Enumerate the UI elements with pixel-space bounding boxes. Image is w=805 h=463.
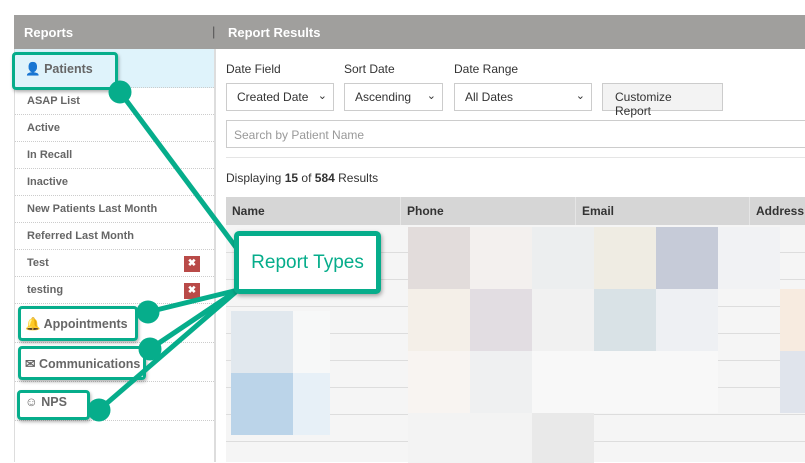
sort-date-select[interactable]: Ascending ⌄ bbox=[344, 83, 443, 111]
header-separator: | bbox=[212, 24, 216, 39]
item-label: Referred Last Month bbox=[27, 230, 134, 242]
delete-icon[interactable]: ✖ bbox=[184, 256, 200, 272]
sidebar-item-referred[interactable]: Referred Last Month bbox=[15, 223, 214, 250]
select-value: Ascending bbox=[355, 90, 412, 104]
blurred-cell bbox=[532, 413, 594, 463]
item-label: In Recall bbox=[27, 149, 73, 161]
blurred-cell bbox=[780, 289, 805, 351]
sidebar-item-test[interactable]: Test ✖ bbox=[15, 250, 214, 277]
highlight-patients bbox=[12, 52, 118, 90]
blurred-cell bbox=[470, 289, 532, 351]
results-count: Displaying 15 of 584 Results bbox=[226, 171, 379, 185]
blurred-cell bbox=[231, 311, 293, 373]
category-label: Patients bbox=[44, 62, 93, 76]
divider bbox=[226, 157, 805, 158]
blurred-cell bbox=[470, 351, 532, 413]
item-label: Active bbox=[27, 122, 61, 134]
report-results-title: Report Results bbox=[228, 25, 321, 40]
sidebar: 👤 Patients ASAP List Active In Recall In… bbox=[14, 49, 215, 462]
blurred-cell bbox=[408, 413, 532, 463]
blurred-cell bbox=[594, 227, 656, 289]
date-range-label: Date Range bbox=[454, 62, 519, 76]
category-label: Communications bbox=[38, 357, 141, 371]
blurred-cell bbox=[231, 373, 293, 435]
connector-dot bbox=[138, 337, 162, 361]
delete-icon[interactable]: ✖ bbox=[184, 283, 200, 299]
connector-line bbox=[117, 90, 241, 252]
user-icon: 👤 bbox=[25, 62, 41, 76]
smile-icon: ☺ bbox=[25, 395, 38, 409]
category-label: Appointments bbox=[43, 317, 128, 331]
blurred-cell bbox=[293, 373, 330, 435]
blurred-cell bbox=[656, 227, 718, 289]
blurred-cell bbox=[780, 351, 805, 413]
column-header-email[interactable]: Email bbox=[576, 197, 750, 225]
item-label: New Patients Last Month bbox=[27, 203, 158, 215]
connector-dot bbox=[87, 398, 111, 422]
sidebar-item-in-recall[interactable]: In Recall bbox=[15, 142, 214, 169]
blurred-cell bbox=[594, 289, 656, 351]
column-header-address[interactable]: Address bbox=[750, 197, 805, 225]
date-field-label: Date Field bbox=[226, 62, 281, 76]
connector-line bbox=[97, 288, 240, 412]
sidebar-category-nps[interactable]: ☺ NPS bbox=[15, 382, 214, 421]
item-label: testing bbox=[27, 284, 64, 296]
highlight-nps bbox=[17, 390, 90, 420]
column-header-name[interactable]: Name bbox=[226, 197, 401, 225]
blurred-cell bbox=[470, 227, 532, 289]
connector-line bbox=[147, 287, 239, 315]
blurred-cell bbox=[656, 289, 718, 351]
sidebar-item-active[interactable]: Active bbox=[15, 115, 214, 142]
date-range-select[interactable]: All Dates ⌄ bbox=[454, 83, 592, 111]
sidebar-item-new-patients[interactable]: New Patients Last Month bbox=[15, 196, 214, 223]
item-label: Inactive bbox=[27, 176, 68, 188]
blurred-cell bbox=[532, 289, 594, 351]
blurred-cell bbox=[408, 351, 470, 413]
envelope-icon: ✉ bbox=[25, 357, 36, 371]
reports-title: Reports bbox=[24, 25, 74, 40]
category-label: NPS bbox=[41, 395, 67, 409]
blurred-cell bbox=[293, 311, 330, 373]
item-label: ASAP List bbox=[27, 95, 80, 107]
bell-icon: 🔔 bbox=[25, 317, 41, 331]
select-value: Created Date bbox=[237, 90, 309, 104]
sidebar-category-appointments[interactable]: 🔔 Appointments bbox=[15, 304, 214, 343]
sort-date-label: Sort Date bbox=[344, 62, 395, 76]
item-label: Test bbox=[27, 257, 49, 269]
connector-dot bbox=[108, 80, 132, 104]
sidebar-category-communications[interactable]: ✉ Communications bbox=[15, 343, 214, 382]
sidebar-item-inactive[interactable]: Inactive bbox=[15, 169, 214, 196]
sidebar-item-testing[interactable]: testing ✖ bbox=[15, 277, 214, 304]
column-header-phone[interactable]: Phone bbox=[401, 197, 576, 225]
blurred-cell bbox=[532, 227, 594, 289]
date-field-select[interactable]: Created Date ⌄ bbox=[226, 83, 334, 111]
report-types-callout: Report Types bbox=[234, 231, 381, 294]
chevron-down-icon: ⌄ bbox=[426, 90, 436, 102]
patient-search-input[interactable]: Search by Patient Name bbox=[226, 120, 805, 148]
blurred-cell bbox=[408, 289, 470, 351]
sidebar-item-asap-list[interactable]: ASAP List bbox=[15, 88, 214, 115]
blurred-cell bbox=[408, 227, 470, 289]
highlight-communications bbox=[18, 346, 146, 380]
highlight-appointments bbox=[18, 306, 138, 341]
select-value: All Dates bbox=[465, 90, 514, 104]
blurred-cell bbox=[532, 351, 718, 413]
chevron-down-icon: ⌄ bbox=[575, 90, 585, 102]
blurred-cell bbox=[718, 227, 780, 289]
connector-dot bbox=[136, 300, 160, 324]
customize-report-button[interactable]: Customize Report bbox=[602, 83, 723, 118]
chevron-down-icon: ⌄ bbox=[317, 90, 327, 102]
header-bar: Reports | Report Results bbox=[14, 15, 805, 49]
